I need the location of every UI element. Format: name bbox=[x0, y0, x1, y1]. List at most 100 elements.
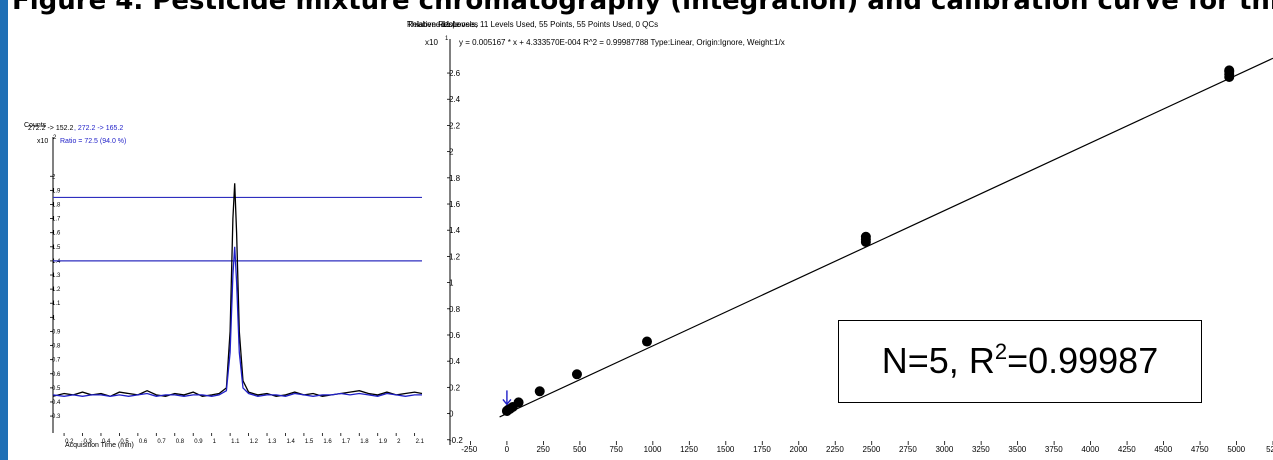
right-x-tick-label: 1000 bbox=[644, 445, 662, 454]
left-y-tick-label: 0.5 bbox=[52, 386, 61, 392]
figure-title: Figure 4. Pesticide mixture chromatograp… bbox=[12, 0, 1273, 16]
right-data-point bbox=[571, 369, 582, 380]
left-plot-area: 0.3 0.4 0.5 0.6 0.7 0.8 0.9 1 1.1 1.2 1.3 1.4 1.5 1.6… bbox=[50, 137, 425, 445]
left-scale-exponent: 2 bbox=[53, 135, 57, 141]
right-data-point bbox=[860, 231, 871, 242]
right-x-tick-label: 1500 bbox=[717, 445, 735, 454]
right-fit-line bbox=[499, 57, 1273, 418]
left-xlabel: Acquisition Time (min) bbox=[65, 442, 134, 449]
left-y-tick-label: 0.6 bbox=[52, 372, 61, 378]
left-x-tick-label: 0.8 bbox=[176, 439, 185, 445]
right-x-tick-label: 250 bbox=[536, 445, 550, 454]
result-suffix: =0.99987 bbox=[1007, 340, 1159, 381]
left-x-tick-label: 0.3 bbox=[84, 439, 93, 445]
left-x-tick-label: 1.2 bbox=[250, 439, 259, 445]
left-x-tick-label: 1 bbox=[213, 439, 217, 445]
left-x-tick-label: 1.6 bbox=[323, 439, 332, 445]
right-y-tick-label: 2 bbox=[449, 148, 454, 157]
right-data-point bbox=[534, 386, 545, 397]
right-y-tick-label: 0 bbox=[449, 410, 454, 419]
left-y-tick-label: 1 bbox=[52, 315, 56, 321]
right-y-tick-label: 1.4 bbox=[449, 226, 461, 235]
left-x-tick-label: 1.7 bbox=[342, 439, 351, 445]
left-x-tick-label: 1.9 bbox=[379, 439, 388, 445]
figure-side-accent-bar bbox=[0, 0, 8, 460]
left-x-tick-label: 1.5 bbox=[305, 439, 314, 445]
left-y-tick-label: 1.1 bbox=[52, 301, 61, 307]
right-scale-label: x10 bbox=[425, 38, 438, 47]
right-y-tick-label: 0.8 bbox=[449, 305, 461, 314]
left-x-tick-label: 1.8 bbox=[360, 439, 369, 445]
right-title-overlap: Thiabendazole bbox=[407, 20, 460, 29]
left-ylabel: Counts bbox=[24, 122, 47, 129]
right-x-tick-label: -250 bbox=[461, 445, 478, 454]
left-x-tick-label: 0.4 bbox=[102, 439, 111, 445]
right-x-tick-label: 4750 bbox=[1191, 445, 1209, 454]
left-x-tick-label: 0.7 bbox=[157, 439, 166, 445]
right-y-tick-label: 0.2 bbox=[449, 383, 461, 392]
right-info-line: - 11 Levels, 11 Levels Used, 55 Points, … bbox=[437, 20, 658, 29]
right-x-tick-label: 0 bbox=[505, 445, 510, 454]
left-scale-label: x10 bbox=[37, 138, 48, 145]
right-x-tick-label: 5000 bbox=[1227, 445, 1245, 454]
right-y-tick-label: 1.6 bbox=[449, 200, 461, 209]
right-ylabel: Relative Responses bbox=[407, 20, 478, 29]
left-x-tick-label: 1.4 bbox=[286, 439, 295, 445]
right-y-tick-label: 0.6 bbox=[449, 331, 461, 340]
left-legend-ratio: Ratio = 72.5 (94.0 %) bbox=[60, 138, 126, 145]
right-x-tick-label: 2250 bbox=[826, 445, 844, 454]
figure-title-strip: Figure 4. Pesticide mixture chromatograp… bbox=[8, 0, 1273, 28]
left-x-tick-label: 1.1 bbox=[231, 439, 240, 445]
left-y-tick-label: 0.3 bbox=[52, 414, 61, 420]
right-x-tick-label: 525 bbox=[1266, 445, 1273, 454]
left-y-tick-label: 0.8 bbox=[52, 344, 61, 350]
right-y-tick-label: 1 bbox=[449, 279, 454, 288]
left-y-tick-label: 0.4 bbox=[52, 400, 61, 406]
left-x-tick-label: 0.5 bbox=[120, 439, 129, 445]
right-x-tick-label: 1250 bbox=[680, 445, 698, 454]
right-x-tick-label: 4000 bbox=[1081, 445, 1099, 454]
right-y-tick-label: 0.4 bbox=[449, 357, 461, 366]
right-x-tick-label: 4250 bbox=[1118, 445, 1136, 454]
right-x-tick-label: 1750 bbox=[753, 445, 771, 454]
right-x-tick-label: 2500 bbox=[863, 445, 881, 454]
right-plot-area: -0.2 0 0.2 0.4 0.6 0.8 1 1.2 1.4 1.6 1.8 2 2.2 2.4 2.6… bbox=[447, 39, 1273, 454]
left-x-tick-label: 0.9 bbox=[194, 439, 203, 445]
right-data-point bbox=[1224, 65, 1235, 76]
right-data-point bbox=[641, 336, 652, 347]
right-x-tick-label: 3000 bbox=[935, 445, 953, 454]
left-y-tick-label: 1.8 bbox=[52, 202, 61, 208]
left-x-tick-label: 1.3 bbox=[268, 439, 277, 445]
right-x-tick-label: 3500 bbox=[1008, 445, 1026, 454]
left-x-tick-label: 0.6 bbox=[139, 439, 148, 445]
left-y-tick-label: 0.9 bbox=[52, 329, 61, 335]
left-x-tick-label: 2 bbox=[397, 439, 401, 445]
result-superscript: 2 bbox=[994, 339, 1008, 364]
right-y-tick-label: 1.2 bbox=[449, 252, 461, 261]
result-box: N=5, R2=0.99987 bbox=[838, 320, 1202, 403]
left-y-tick-label: 1.6 bbox=[52, 231, 61, 237]
left-y-tick-label: 1.2 bbox=[52, 287, 61, 293]
left-y-tick-label: 0.7 bbox=[52, 358, 61, 364]
left-trace-qualifier bbox=[52, 246, 422, 397]
right-x-tick-label: 2000 bbox=[790, 445, 808, 454]
right-x-tick-label: 4500 bbox=[1154, 445, 1172, 454]
right-x-tick-label: 500 bbox=[573, 445, 587, 454]
right-y-tick-label: 2.2 bbox=[449, 121, 461, 130]
right-y-tick-label: 2.4 bbox=[449, 95, 461, 104]
right-scale-exponent: 1 bbox=[445, 36, 449, 42]
left-x-tick-label: 2.1 bbox=[416, 439, 425, 445]
left-y-tick-label: 1.5 bbox=[52, 245, 61, 251]
left-y-tick-label: 1.9 bbox=[52, 188, 61, 194]
left-y-tick-label: 1.7 bbox=[52, 217, 61, 223]
right-y-tick-label: 2.6 bbox=[449, 69, 461, 78]
chromatogram-chart: Counts x10 2 272.2 -> 152.2 , 272.2 -> 1… bbox=[24, 122, 425, 449]
left-y-tick-label: 2 bbox=[52, 174, 56, 180]
left-trace-quantifier bbox=[52, 183, 423, 397]
left-y-tick-label: 1.3 bbox=[52, 273, 61, 279]
right-x-tick-label: 2750 bbox=[899, 445, 917, 454]
right-x-tick-label: 750 bbox=[609, 445, 623, 454]
right-equation: y = 0.005167 * x + 4.333570E-004 R^2 = 0… bbox=[459, 38, 785, 47]
right-x-tick-label: 3250 bbox=[972, 445, 990, 454]
result-prefix: N=5, R bbox=[881, 340, 995, 381]
